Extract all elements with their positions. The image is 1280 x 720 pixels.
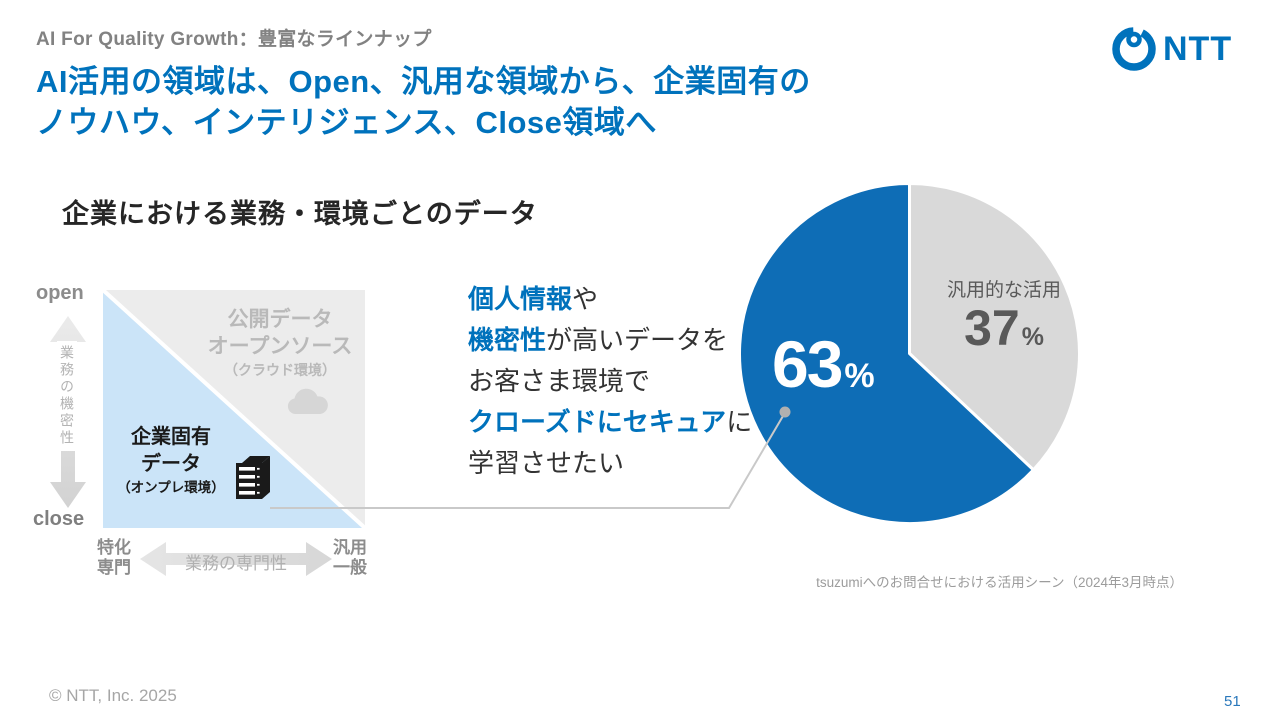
close-area-line1: 企業固有 bbox=[131, 426, 211, 448]
statement-line: お客さま環境で bbox=[468, 361, 752, 402]
slide-title-line1: AI活用の領域は、Open、汎用な領域から、企業固有の bbox=[36, 64, 811, 99]
close-area-line3: （オンプレ環境） bbox=[117, 480, 225, 495]
page-number: 51 bbox=[1224, 693, 1241, 710]
statement-line: クローズドにセキュアに bbox=[468, 402, 752, 443]
percent-sign: % bbox=[844, 357, 875, 395]
x-axis-right-label: 汎用 一般 bbox=[333, 538, 367, 578]
x-axis-left-line2: 専門 bbox=[97, 558, 131, 577]
statement-line: 機密性が高いデータを bbox=[468, 320, 752, 361]
open-area-text: 公開データ オープンソース （クラウド環境） bbox=[195, 306, 365, 380]
y-axis-label: 業務の機密性 bbox=[57, 341, 77, 451]
pie-value-37: 37 bbox=[964, 300, 1020, 356]
x-axis-right-line2: 一般 bbox=[333, 558, 367, 577]
statement-emphasis: クローズドにセキュア bbox=[468, 407, 727, 437]
chart-caption: tsuzumiへのお問合せにおける活用シーン（2024年3月時点） bbox=[816, 575, 1183, 590]
percent-sign: % bbox=[1021, 323, 1044, 351]
pie-value-63: 63 bbox=[772, 327, 843, 401]
statement-emphasis: 機密性 bbox=[468, 325, 547, 355]
ntt-logo-text: NTT bbox=[1163, 30, 1233, 68]
statement-text: 学習させたい bbox=[468, 448, 625, 478]
x-axis-left-label: 特化 専門 bbox=[97, 538, 131, 578]
open-area-line1: 公開データ bbox=[227, 308, 333, 331]
slide-title: AI活用の領域は、Open、汎用な領域から、企業固有の ノウハウ、インテリジェン… bbox=[36, 61, 811, 143]
x-axis-right-line1: 汎用 bbox=[333, 538, 367, 557]
pie-label-close-share: 63% bbox=[772, 326, 875, 402]
x-axis-label: 業務の専門性 bbox=[185, 554, 287, 573]
pie-category-37: 汎用的な活用 bbox=[946, 280, 1061, 301]
ntt-logo: NTT bbox=[1110, 25, 1232, 73]
ntt-dynamic-loop-icon bbox=[1112, 27, 1156, 71]
left-right-arrow-icon bbox=[140, 542, 332, 576]
statement-line: 学習させたい bbox=[468, 443, 752, 484]
statement-text: が高いデータを bbox=[546, 325, 729, 355]
cloud-icon bbox=[287, 388, 328, 414]
x-axis-left-line1: 特化 bbox=[97, 538, 131, 557]
y-axis-close-label: close bbox=[33, 508, 85, 530]
pie-label-generic-share: 汎用的な活用 37% bbox=[926, 279, 1082, 367]
statement: 個人情報や 機密性が高いデータを お客さま環境で クローズドにセキュアに 学習させたい bbox=[468, 279, 752, 484]
data-matrix: 公開データ オープンソース （クラウド環境） 企業固有 データ （オンプレ環境） bbox=[103, 290, 365, 528]
close-area-line2: データ bbox=[141, 453, 201, 475]
close-area-text: 企業固有 データ （オンプレ環境） bbox=[111, 424, 231, 498]
open-area-line3: （クラウド環境） bbox=[224, 362, 336, 378]
pie-slice-0 bbox=[908, 182, 1081, 472]
footer-copyright: © NTT, Inc. 2025 bbox=[49, 686, 177, 705]
section-heading: 企業における業務・環境ごとのデータ bbox=[62, 199, 538, 229]
statement-line: 個人情報や bbox=[468, 279, 752, 320]
statement-text: や bbox=[572, 284, 599, 314]
pie-chart: 63% 汎用的な活用 37% bbox=[736, 180, 1083, 527]
open-area-line2: オープンソース bbox=[207, 335, 353, 358]
y-axis-open-label: open bbox=[36, 282, 84, 304]
statement-text: お客さま環境で bbox=[468, 366, 651, 396]
statement-emphasis: 個人情報 bbox=[468, 284, 573, 314]
server-icon bbox=[236, 456, 270, 499]
slide-title-line2: ノウハウ、インテリジェンス、Close領域へ bbox=[36, 105, 657, 140]
pie-chart-svg bbox=[738, 182, 1081, 525]
kicker-text: AI For Quality Growth：豊富なラインナップ bbox=[36, 29, 432, 50]
